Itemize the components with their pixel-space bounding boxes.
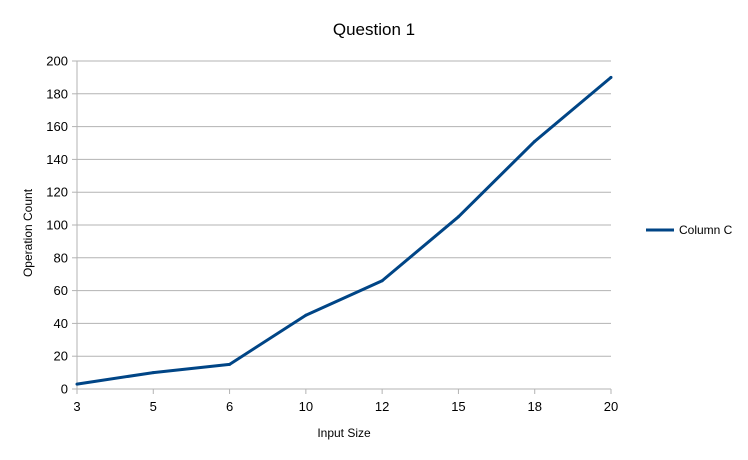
y-axis-title: Operation Count: [21, 188, 35, 277]
y-tick-labels: 0 20 40 60 80 100 120 140 160 180 200: [46, 54, 77, 397]
data-point: [151, 371, 155, 375]
x-tick-label: 3: [73, 399, 80, 414]
x-tick-label: 12: [375, 399, 389, 414]
series-line-column-c: [76, 76, 612, 386]
data-point: [609, 75, 613, 79]
data-point: [456, 215, 460, 219]
gridlines: [77, 60, 611, 390]
x-tick-label: 15: [451, 399, 465, 414]
y-tick-label: 20: [54, 349, 68, 364]
x-tick-label: 5: [150, 399, 157, 414]
x-tick-label: 6: [226, 399, 233, 414]
chart-title: Question 1: [333, 20, 415, 39]
x-tick-label: 18: [527, 399, 541, 414]
data-point: [304, 313, 308, 317]
y-tick-label: 0: [61, 382, 68, 397]
series-lines: [75, 75, 613, 386]
data-point: [533, 139, 537, 143]
y-tick-label: 160: [46, 119, 68, 134]
data-point: [228, 362, 232, 366]
legend: Column C: [646, 223, 733, 237]
data-point: [75, 382, 79, 386]
y-tick-label: 140: [46, 152, 68, 167]
y-tick-label: 100: [46, 218, 68, 233]
y-tick-label: 40: [54, 316, 68, 331]
x-axis-title: Input Size: [317, 426, 371, 440]
x-tick-label: 10: [299, 399, 313, 414]
y-tick-label: 120: [46, 185, 68, 200]
y-tick-label: 200: [46, 54, 68, 69]
x-tick-label: 20: [604, 399, 618, 414]
data-point: [380, 279, 384, 283]
y-tick-label: 80: [54, 250, 68, 265]
legend-label-column-c: Column C: [679, 223, 733, 237]
y-tick-label: 60: [54, 283, 68, 298]
y-tick-label: 180: [46, 86, 68, 101]
x-tick-labels: 3 5 6 10 12 15 18 20: [73, 389, 618, 414]
